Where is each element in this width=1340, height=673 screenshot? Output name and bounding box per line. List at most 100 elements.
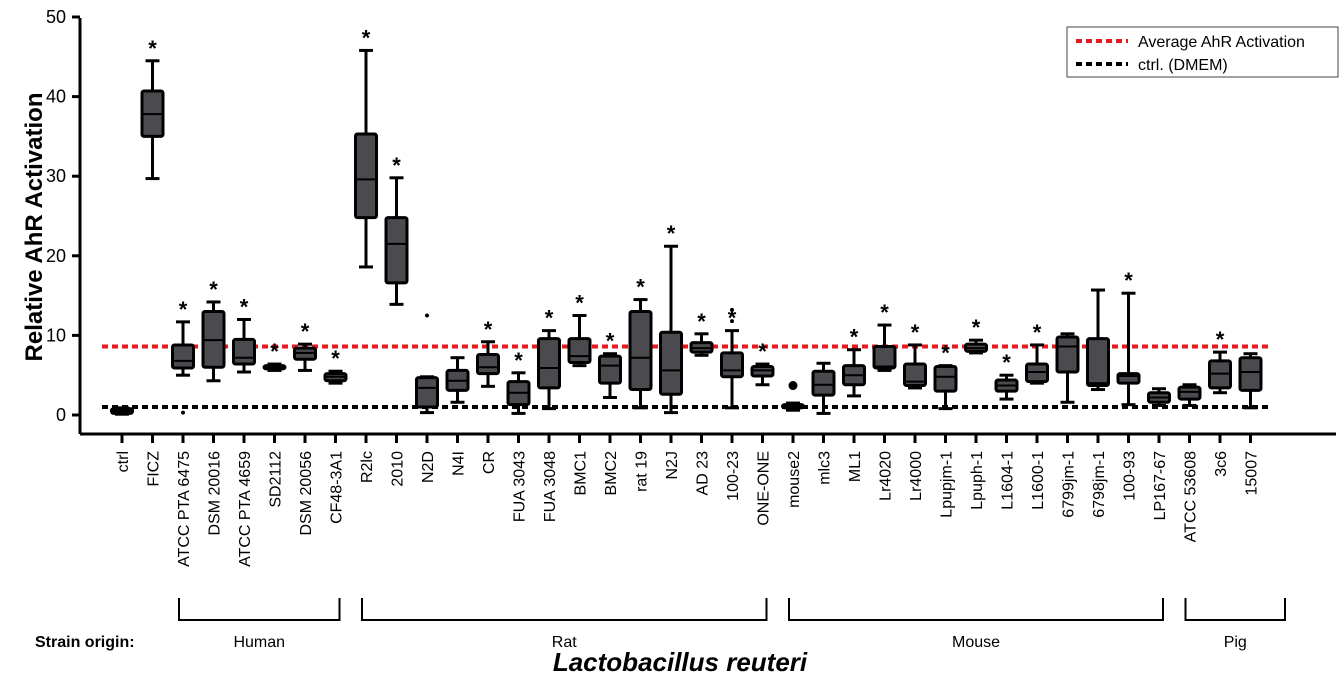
- outlier-point: [730, 307, 734, 312]
- y-tick-label: 10: [46, 325, 66, 345]
- x-tick-label: L1604-1: [1000, 451, 1017, 510]
- box-iqr: [872, 345, 897, 370]
- significance-marker: *: [697, 309, 706, 334]
- x-tick-label: 100-23: [725, 451, 742, 501]
- strain-box-group: *: [323, 346, 348, 385]
- strain-box-group: *: [537, 306, 561, 411]
- x-tick-label: FICZ: [146, 451, 163, 487]
- significance-marker: *: [606, 329, 615, 354]
- x-tick-label: DSM 20016: [207, 451, 224, 536]
- x-tick-label: Lpuph-1: [969, 451, 986, 510]
- box-iqr: [659, 330, 683, 396]
- strain-box-group: *: [903, 320, 927, 390]
- strain-box-group: *: [720, 306, 744, 410]
- significance-marker: *: [240, 294, 249, 319]
- box-iqr: [354, 132, 378, 220]
- legend-label-average: Average AhR Activation: [1138, 34, 1305, 51]
- box-iqr: [567, 337, 592, 364]
- strain-box-group: *: [659, 221, 683, 415]
- strain-box-group: [1147, 387, 1171, 407]
- x-tick-label: rat 19: [634, 451, 651, 492]
- box-iqr: [384, 216, 409, 285]
- x-tick-label: R2lc: [359, 451, 376, 483]
- x-tick-label: LP167-67: [1152, 451, 1169, 520]
- x-tick-label: FUA 3048: [542, 451, 559, 522]
- strain-origin-groups: Human Rat Mouse Pig: [178, 598, 1286, 651]
- x-tick-label: 15007: [1244, 451, 1261, 496]
- box-iqr: [933, 364, 958, 393]
- y-tick-label: 20: [46, 246, 66, 266]
- x-tick-label: 2010: [390, 451, 407, 487]
- significance-marker: *: [880, 300, 889, 325]
- box-iqr: [537, 337, 561, 390]
- legend: Average AhR Activation ctrl. (DMEM): [1066, 26, 1339, 78]
- strain-box-group: [781, 381, 805, 412]
- outlier-point: [181, 410, 185, 415]
- strain-box-group: [415, 313, 439, 415]
- x-tick-label: 6799jm-1: [1061, 451, 1078, 518]
- box-iqr: [232, 337, 256, 366]
- strain-box-group: *: [933, 341, 958, 411]
- x-tick-label: BMC1: [573, 451, 590, 496]
- significance-marker: *: [1124, 268, 1133, 293]
- group-bracket: [361, 598, 768, 621]
- strain-box-group: [1086, 288, 1110, 392]
- significance-marker: *: [1216, 327, 1225, 352]
- x-tick-label: N2J: [664, 451, 681, 479]
- outlier-point: [788, 381, 798, 391]
- strain-box-group: *: [750, 339, 775, 387]
- x-axis-title: Lactobacillus reuteri: [553, 647, 808, 673]
- strain-box-group: *: [262, 339, 287, 372]
- significance-marker: *: [301, 319, 310, 344]
- group-label: Pig: [1224, 634, 1247, 651]
- legend-frame: [1066, 26, 1339, 78]
- strain-box-group: *: [140, 36, 165, 181]
- x-tick-label: N4I: [451, 451, 468, 476]
- box-iqr: [598, 354, 622, 385]
- x-tick-label: Lr4020: [878, 451, 895, 501]
- box-iqr: [1086, 337, 1110, 388]
- significance-marker: *: [850, 325, 859, 350]
- outlier-point: [425, 313, 429, 318]
- strain-box-group: [1238, 352, 1263, 410]
- significance-marker: *: [484, 317, 493, 342]
- strain-box-group: *: [598, 329, 622, 399]
- strain-box-group: *: [628, 275, 653, 410]
- strain-box-group: *: [567, 291, 592, 368]
- significance-marker: *: [636, 275, 645, 300]
- significance-marker: *: [941, 341, 950, 366]
- box-iqr: [628, 310, 653, 392]
- x-tick-label: 3c6: [1213, 451, 1230, 477]
- strain-box-group: [445, 356, 470, 404]
- box-iqr: [1177, 385, 1202, 401]
- group-bracket: [1184, 598, 1286, 621]
- strain-box-group: *: [384, 153, 409, 306]
- strain-box-group: *: [872, 300, 897, 372]
- x-tick-label: ATCC PTA 4659: [237, 451, 254, 567]
- x-tick-label: DSM 20056: [298, 451, 315, 536]
- significance-marker: *: [575, 291, 584, 316]
- strain-box-group: *: [506, 348, 531, 415]
- group-bracket: [788, 598, 1164, 621]
- box-iqr: [1055, 335, 1080, 374]
- strain-box-group: *: [1208, 327, 1232, 395]
- significance-marker: *: [514, 348, 523, 373]
- axes-layer: 0 10 20 30 40 50 ctrl FICZ ATCC PTA 6475 DSM 2001…: [46, 7, 1336, 567]
- significance-marker: *: [972, 315, 981, 340]
- box-iqr: [476, 353, 500, 376]
- x-tick-label: L1600-1: [1030, 451, 1047, 510]
- significance-marker: *: [148, 36, 157, 61]
- x-tick-label: SD2112: [268, 451, 285, 508]
- x-tick-label: ATCC PTA 6475: [176, 451, 193, 567]
- x-tick-label: FUA 3043: [512, 451, 529, 522]
- strain-box-group: *: [476, 317, 500, 388]
- strain-box-group: *: [293, 319, 317, 372]
- x-tick-label: N2D: [420, 451, 437, 483]
- significance-marker: *: [1033, 320, 1042, 345]
- strain-box-group: [1055, 332, 1080, 404]
- group-label: Human: [233, 634, 285, 651]
- strain-box-group: *: [994, 350, 1019, 401]
- x-tick-label: 6798jm-1: [1091, 451, 1108, 518]
- significance-marker: *: [728, 306, 737, 331]
